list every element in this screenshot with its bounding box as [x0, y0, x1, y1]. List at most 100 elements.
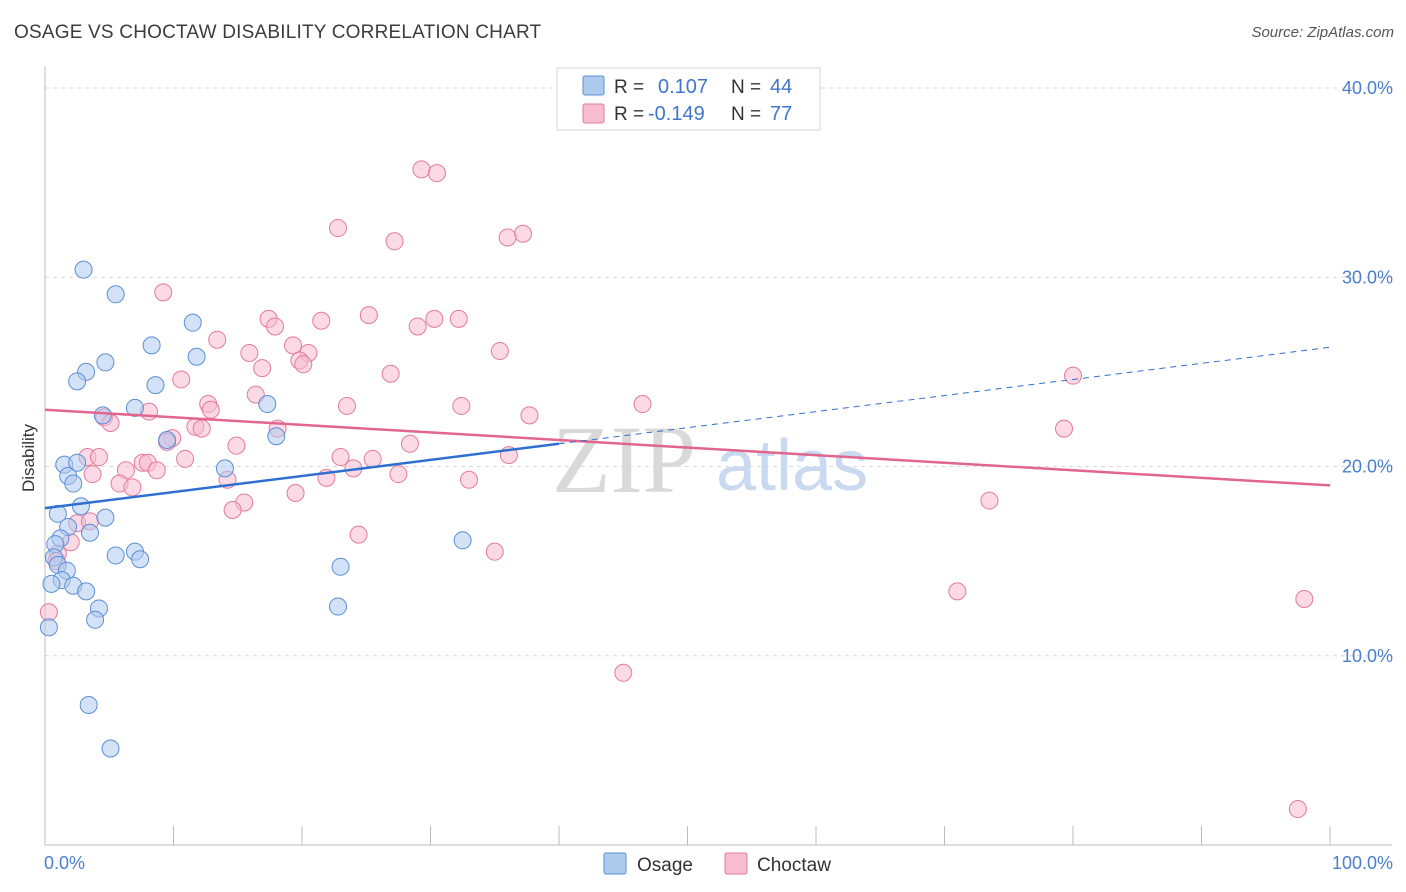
osage-point	[183, 313, 202, 332]
osage-point	[93, 406, 112, 425]
choctaw-point	[449, 309, 468, 328]
legend-choctaw-r-label: R =	[614, 104, 644, 125]
choctaw-point	[266, 317, 285, 336]
bottom-legend-swatch-osage	[603, 852, 627, 875]
choctaw-point	[39, 603, 58, 622]
choctaw-point	[240, 343, 259, 362]
osage-point	[86, 610, 105, 629]
osage-point	[39, 618, 58, 637]
choctaw-point	[381, 364, 400, 383]
osage-point	[215, 459, 234, 478]
choctaw-point	[514, 224, 533, 243]
choctaw-point	[208, 330, 227, 349]
osage-trend-extension	[558, 346, 1331, 445]
choctaw-point	[83, 465, 102, 484]
choctaw-point	[385, 232, 404, 251]
osage-point	[267, 427, 286, 446]
osage-point	[68, 453, 87, 472]
osage-point	[187, 347, 206, 366]
choctaw-point	[614, 663, 633, 682]
bottom-legend-osage: Osage	[637, 855, 693, 876]
osage-point	[42, 574, 61, 593]
legend-choctaw-n-label: N =	[731, 104, 761, 125]
legend-osage-r-label: R =	[614, 77, 644, 98]
osage-point	[77, 582, 96, 601]
osage-point	[146, 376, 165, 395]
y-tick-label: 20.0%	[1342, 457, 1393, 477]
choctaw-point	[520, 406, 539, 425]
osage-point	[96, 508, 115, 527]
legend-choctaw-r-value: -0.149	[648, 103, 705, 125]
osage-point	[158, 431, 177, 450]
choctaw-point	[980, 491, 999, 510]
watermark-atlas: atlas	[716, 426, 868, 506]
osage-trend-line	[44, 442, 560, 510]
trend-lines	[44, 346, 1331, 510]
y-tick-labels: 10.0% 20.0% 30.0% 40.0%	[1342, 78, 1393, 666]
choctaw-point	[389, 465, 408, 484]
x-tick-labels: 0.0% 100.0%	[44, 853, 1393, 873]
choctaw-point	[427, 164, 446, 183]
choctaw-point	[89, 448, 108, 467]
choctaw-point	[123, 478, 142, 497]
choctaw-point	[490, 342, 509, 361]
legend-osage-r-value: 0.107	[658, 76, 708, 98]
choctaw-point	[408, 317, 427, 336]
choctaw-point	[253, 359, 272, 378]
choctaw-point	[176, 449, 195, 468]
osage-point	[96, 353, 115, 372]
osage-point	[125, 398, 144, 417]
gridlines	[45, 87, 1392, 657]
osage-point	[331, 557, 350, 576]
choctaw-point	[154, 283, 173, 302]
choctaw-point	[331, 448, 350, 467]
osage-point	[101, 739, 120, 758]
choctaw-point	[485, 542, 504, 561]
choctaw-point	[1064, 366, 1082, 385]
choctaw-point	[633, 395, 652, 414]
choctaw-point	[312, 311, 331, 330]
chart-title: OSAGE VS CHOCTAW DISABILITY CORRELATION …	[14, 22, 542, 43]
choctaw-point	[201, 400, 220, 419]
choctaw-point	[294, 355, 313, 374]
x-tick-label: 0.0%	[44, 853, 85, 873]
axes	[44, 66, 1392, 846]
bottom-legend-swatch-choctaw	[724, 852, 748, 875]
choctaw-point	[172, 370, 191, 389]
choctaw-point	[192, 419, 211, 438]
y-tick-label: 10.0%	[1342, 646, 1393, 666]
bottom-legend-choctaw: Choctaw	[757, 855, 831, 876]
choctaw-point	[286, 483, 305, 502]
osage-point	[106, 285, 125, 304]
osage-point	[258, 395, 277, 414]
osage-points	[39, 260, 472, 758]
osage-point	[79, 695, 98, 714]
choctaw-point	[359, 306, 378, 325]
choctaw-point	[1288, 800, 1307, 819]
legend-swatch-osage	[582, 75, 605, 96]
osage-point	[74, 260, 93, 279]
osage-point	[80, 523, 99, 542]
choctaw-point	[349, 525, 368, 544]
chart-source: Source: ZipAtlas.com	[1251, 24, 1394, 41]
y-tick-label: 30.0%	[1342, 267, 1393, 287]
choctaw-point	[337, 396, 356, 415]
choctaw-point	[227, 436, 246, 455]
choctaw-point	[400, 434, 419, 453]
choctaw-point	[452, 396, 471, 415]
legend-osage-n-label: N =	[731, 77, 761, 98]
osage-point	[328, 597, 347, 616]
choctaw-point	[223, 501, 242, 520]
choctaw-point	[328, 219, 347, 238]
legend-osage-n-value: 44	[770, 76, 792, 98]
legend-swatch-choctaw	[582, 103, 605, 124]
watermark-zip: ZIP	[552, 406, 696, 513]
choctaw-trend-line	[44, 408, 1331, 487]
choctaw-point	[948, 582, 967, 601]
y-tick-label: 40.0%	[1342, 78, 1393, 98]
choctaw-point	[147, 461, 166, 480]
choctaw-point	[425, 309, 444, 328]
choctaw-point	[460, 470, 479, 489]
osage-point	[64, 474, 83, 493]
